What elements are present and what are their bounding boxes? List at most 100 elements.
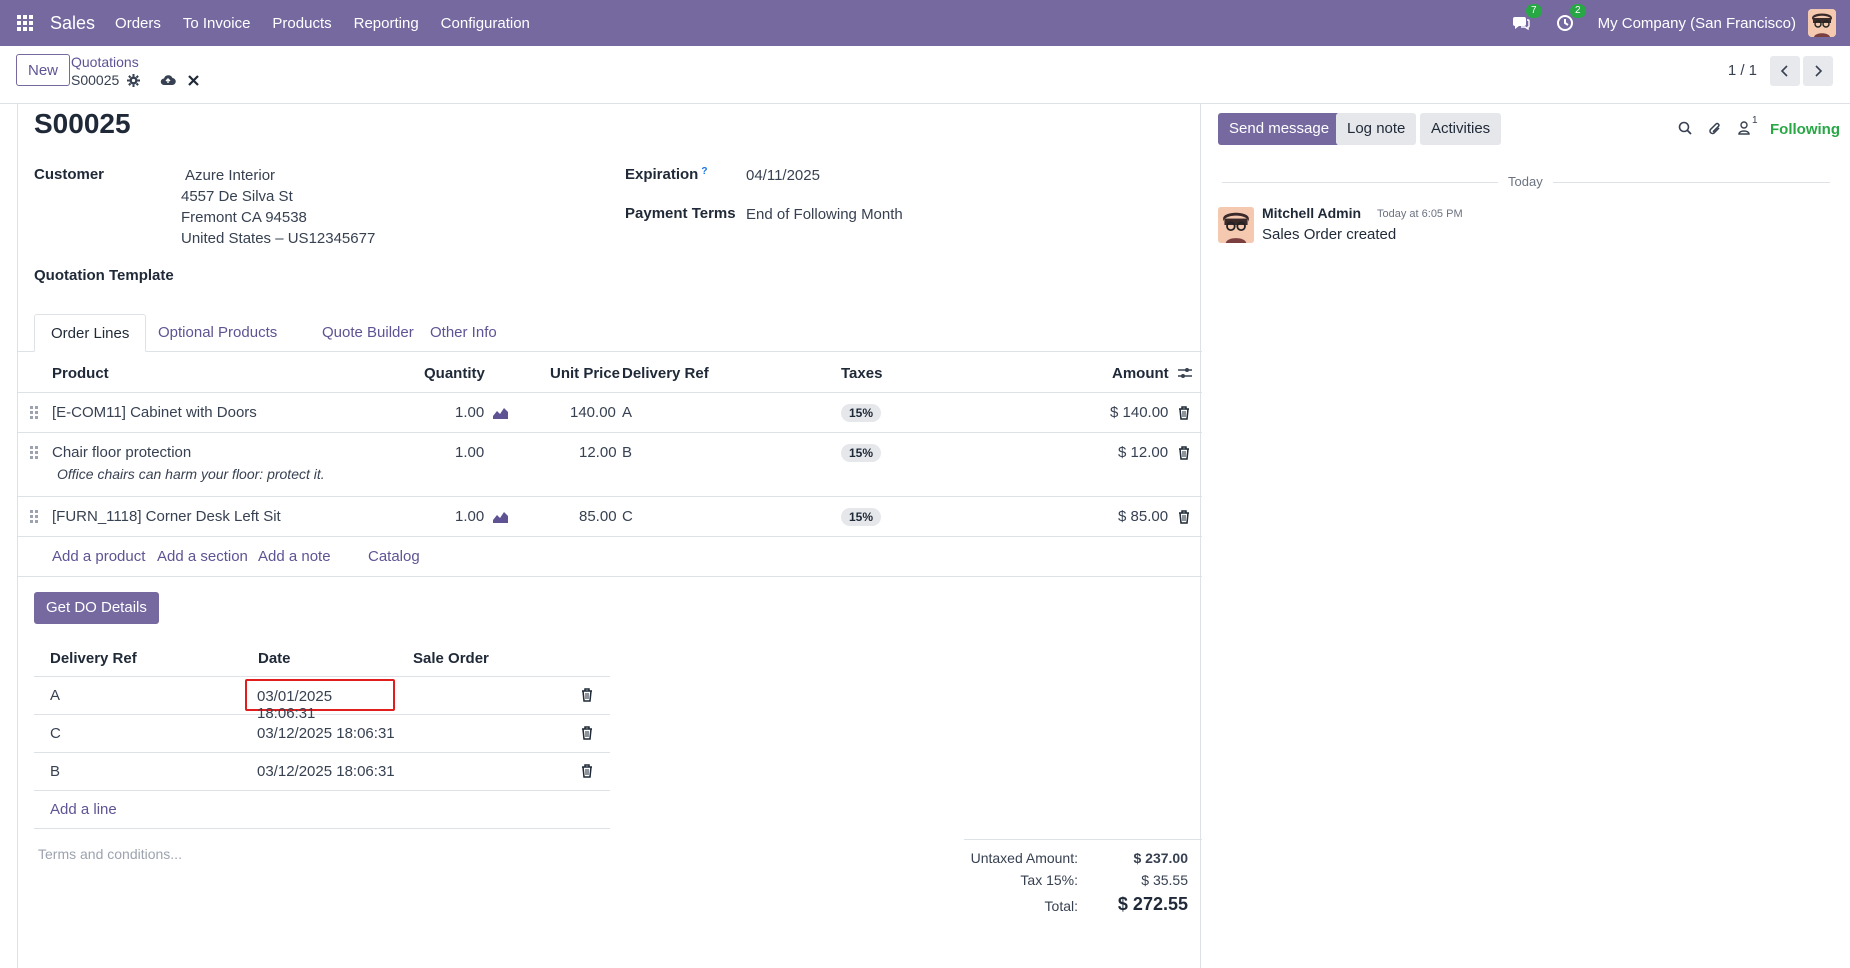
date-separator: Today: [1498, 174, 1553, 189]
help-tooltip-icon[interactable]: ?: [701, 166, 708, 177]
line-product[interactable]: Chair floor protection: [52, 444, 192, 461]
trash-icon[interactable]: [581, 726, 593, 740]
line-quantity[interactable]: 1.00: [455, 404, 485, 421]
company-switcher[interactable]: My Company (San Francisco): [1597, 14, 1796, 32]
activities-button[interactable]: Activities: [1420, 113, 1502, 145]
date-cell[interactable]: 03/12/2025 18:06:31: [257, 725, 395, 742]
menu-configuration[interactable]: Configuration: [440, 14, 530, 32]
delivery-row[interactable]: A 03/01/2025 18:06:31: [34, 677, 610, 722]
line-amount: $ 140.00: [1110, 404, 1169, 421]
add-note-link[interactable]: Add a note: [258, 548, 331, 565]
menu-orders[interactable]: Orders: [115, 14, 161, 32]
optional-columns-toggle[interactable]: [1178, 366, 1192, 384]
forecast-chart-icon[interactable]: [493, 406, 508, 423]
get-do-details-button[interactable]: Get DO Details: [34, 592, 159, 624]
tab-order-lines[interactable]: Order Lines: [34, 314, 147, 352]
delivery-row[interactable]: C 03/12/2025 18:06:31: [34, 715, 610, 753]
drag-handle-icon[interactable]: [30, 510, 38, 523]
discard-icon[interactable]: [188, 74, 200, 86]
menu-reporting[interactable]: Reporting: [353, 14, 419, 32]
gear-icon[interactable]: [127, 73, 141, 87]
order-lines-add-row: Add a product Add a section Add a note C…: [18, 537, 1202, 577]
app-name[interactable]: Sales: [50, 12, 96, 33]
add-line-link[interactable]: Add a line: [50, 801, 117, 818]
address-line-1: 4557 De Silva St: [181, 188, 293, 205]
line-unit-price[interactable]: 12.00: [579, 444, 617, 461]
delivery-ref-cell[interactable]: A: [50, 687, 61, 704]
avatar[interactable]: [1218, 207, 1254, 243]
new-button[interactable]: New: [16, 54, 71, 86]
activities-button[interactable]: 2: [1554, 4, 1586, 34]
line-product[interactable]: [FURN_1118] Corner Desk Left Sit: [52, 508, 281, 525]
order-line-row[interactable]: Chair floor protection Office chairs can…: [18, 433, 1202, 497]
expiration-field[interactable]: 04/11/2025: [746, 167, 820, 184]
following-toggle[interactable]: Following: [1770, 121, 1840, 138]
col-product[interactable]: Product: [52, 365, 109, 382]
drag-handle-icon[interactable]: [30, 446, 38, 459]
message-author[interactable]: Mitchell Admin: [1262, 205, 1362, 221]
date-input-highlighted[interactable]: 03/01/2025 18:06:31: [245, 679, 395, 722]
date-cell[interactable]: 03/12/2025 18:06:31: [257, 763, 395, 780]
pager-next-button[interactable]: [1803, 56, 1833, 86]
trash-icon[interactable]: [581, 764, 593, 778]
trash-icon[interactable]: [1178, 446, 1190, 460]
tab-quote-builder[interactable]: Quote Builder: [322, 324, 414, 341]
tax-badge: 15%: [841, 444, 882, 462]
catalog-link[interactable]: Catalog: [368, 548, 420, 565]
delivery-ref-cell[interactable]: C: [50, 725, 61, 742]
line-product[interactable]: [E-COM11] Cabinet with Doors: [52, 404, 257, 421]
drag-handle-icon[interactable]: [30, 406, 38, 419]
messages-button[interactable]: 7: [1510, 4, 1542, 34]
forecast-chart-icon[interactable]: [493, 510, 508, 527]
tax-value: $ 35.55: [1141, 872, 1188, 888]
col-date[interactable]: Date: [258, 650, 291, 667]
send-message-button[interactable]: Send message: [1218, 113, 1341, 145]
log-note-button[interactable]: Log note: [1336, 113, 1417, 145]
line-unit-price[interactable]: 85.00: [579, 508, 617, 525]
menu-to-invoice[interactable]: To Invoice: [182, 14, 251, 32]
line-unit-price[interactable]: 140.00: [570, 404, 616, 421]
expiration-label-text: Expiration: [625, 166, 699, 183]
pager-value[interactable]: 1 / 1: [1727, 62, 1757, 79]
attachments-button[interactable]: [1708, 121, 1722, 141]
col-amount[interactable]: Amount: [1112, 365, 1169, 382]
tax-row: Tax 15%: $ 35.55: [1020, 872, 1188, 888]
delivery-row[interactable]: B 03/12/2025 18:06:31: [34, 753, 610, 791]
tab-optional-products[interactable]: Optional Products: [158, 324, 278, 341]
trash-icon[interactable]: [1178, 406, 1190, 420]
trash-icon[interactable]: [1178, 510, 1190, 524]
col-taxes[interactable]: Taxes: [841, 365, 883, 382]
line-delivery-ref[interactable]: B: [622, 444, 633, 461]
line-delivery-ref[interactable]: C: [622, 508, 633, 525]
line-quantity[interactable]: 1.00: [455, 444, 485, 461]
add-product-link[interactable]: Add a product: [52, 548, 146, 565]
tab-other-info[interactable]: Other Info: [430, 324, 497, 341]
apps-grid-icon: [17, 15, 33, 31]
breadcrumb-quotations[interactable]: Quotations: [71, 54, 139, 70]
cloud-save-icon[interactable]: [160, 74, 177, 86]
add-section-link[interactable]: Add a section: [157, 548, 248, 565]
col-delivery-ref[interactable]: Delivery Ref: [50, 650, 137, 667]
user-avatar[interactable]: [1808, 9, 1836, 37]
search-messages-button[interactable]: [1678, 121, 1692, 139]
line-quantity[interactable]: 1.00: [455, 508, 485, 525]
col-sale-order[interactable]: Sale Order: [413, 650, 489, 667]
menu-products[interactable]: Products: [272, 14, 332, 32]
col-delivery-ref[interactable]: Delivery Ref: [622, 365, 709, 382]
delivery-ref-cell[interactable]: B: [50, 763, 61, 780]
pager-previous-button[interactable]: [1770, 56, 1800, 86]
order-line-row[interactable]: [E-COM11] Cabinet with Doors 1.00 140.00…: [18, 393, 1202, 433]
line-delivery-ref[interactable]: A: [622, 404, 633, 421]
terms-input[interactable]: Terms and conditions...: [38, 846, 182, 862]
quotation-template-label: Quotation Template: [34, 267, 174, 284]
messages-badge: 7: [1526, 4, 1542, 18]
apps-menu-button[interactable]: [0, 0, 50, 46]
payment-terms-field[interactable]: End of Following Month: [746, 206, 903, 223]
col-quantity[interactable]: Quantity: [424, 365, 485, 382]
order-line-row[interactable]: [FURN_1118] Corner Desk Left Sit 1.00 85…: [18, 497, 1202, 537]
followers-button[interactable]: 1: [1738, 115, 1758, 139]
col-unit-price[interactable]: Unit Price: [550, 365, 621, 382]
trash-icon[interactable]: [581, 688, 593, 702]
customer-field[interactable]: Azure Interior: [185, 167, 276, 184]
untaxed-row: Untaxed Amount: $ 237.00: [971, 850, 1188, 866]
